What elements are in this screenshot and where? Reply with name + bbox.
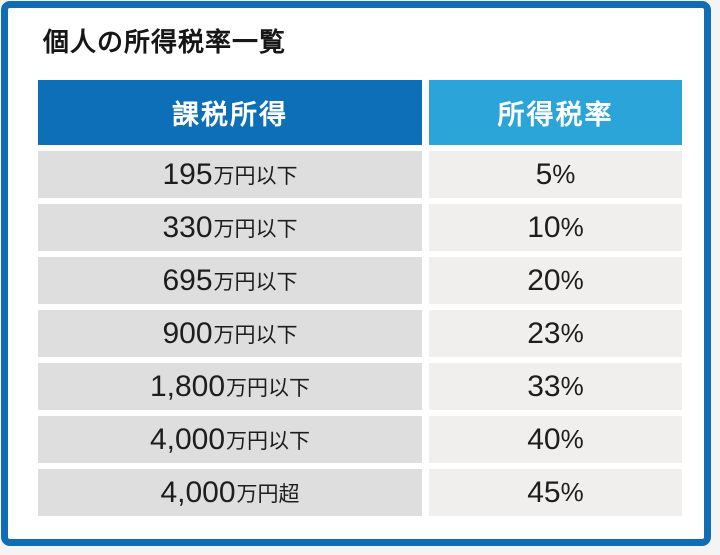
income-amount: 900 <box>162 316 213 350</box>
income-suffix: 万円超 <box>236 482 300 506</box>
tax-rate-cell: 33% <box>429 363 682 410</box>
income-amount: 195 <box>162 157 213 191</box>
income-suffix: 万円以下 <box>213 217 298 241</box>
tax-rate-cell: 20% <box>429 257 682 304</box>
rate-unit: % <box>560 371 584 401</box>
tax-rate-table: 課税所得 所得税率 195 万円以下 5% 330 万円以下 10% 695 万円以下… <box>38 80 682 516</box>
rate-value: 5 <box>535 157 553 191</box>
tax-rate-cell: 40% <box>429 416 682 463</box>
income-amount: 1,800 <box>149 369 226 403</box>
rate-unit: % <box>560 265 584 295</box>
tax-rate-cell: 23% <box>429 310 682 357</box>
rate-unit: % <box>560 212 584 242</box>
income-suffix: 万円以下 <box>213 323 298 347</box>
income-bracket-cell: 330 万円以下 <box>38 204 422 251</box>
income-amount: 4,000 <box>160 475 236 509</box>
rate-value: 40 <box>527 422 561 456</box>
income-bracket-cell: 900 万円以下 <box>38 310 422 357</box>
income-suffix: 万円以下 <box>226 376 311 400</box>
rate-value: 45 <box>527 475 561 509</box>
rate-unit: % <box>560 477 584 507</box>
income-bracket-cell: 4,000 万円超 <box>38 469 422 516</box>
income-suffix: 万円以下 <box>226 429 311 453</box>
income-suffix: 万円以下 <box>213 270 298 294</box>
page-title: 個人の所得税率一覧 <box>43 27 287 57</box>
rate-value: 23 <box>527 316 561 350</box>
income-bracket-cell: 4,000 万円以下 <box>38 416 422 463</box>
income-bracket-cell: 1,800 万円以下 <box>38 363 422 410</box>
rate-unit: % <box>560 318 584 348</box>
income-amount: 695 <box>162 263 213 297</box>
income-suffix: 万円以下 <box>213 164 298 188</box>
tax-rate-cell: 45% <box>429 469 682 516</box>
rate-value: 20 <box>527 263 561 297</box>
rate-value: 33 <box>527 369 561 403</box>
rate-value: 10 <box>527 210 561 244</box>
tax-rate-cell: 5% <box>429 151 682 198</box>
income-bracket-cell: 695 万円以下 <box>38 257 422 304</box>
rate-unit: % <box>560 424 584 454</box>
header-income-tax-rate: 所得税率 <box>429 80 682 145</box>
header-taxable-income: 課税所得 <box>38 80 422 145</box>
income-amount: 330 <box>162 210 213 244</box>
rate-unit: % <box>552 159 576 189</box>
tax-rate-cell: 10% <box>429 204 682 251</box>
income-bracket-cell: 195 万円以下 <box>38 151 422 198</box>
income-amount: 4,000 <box>149 422 226 456</box>
